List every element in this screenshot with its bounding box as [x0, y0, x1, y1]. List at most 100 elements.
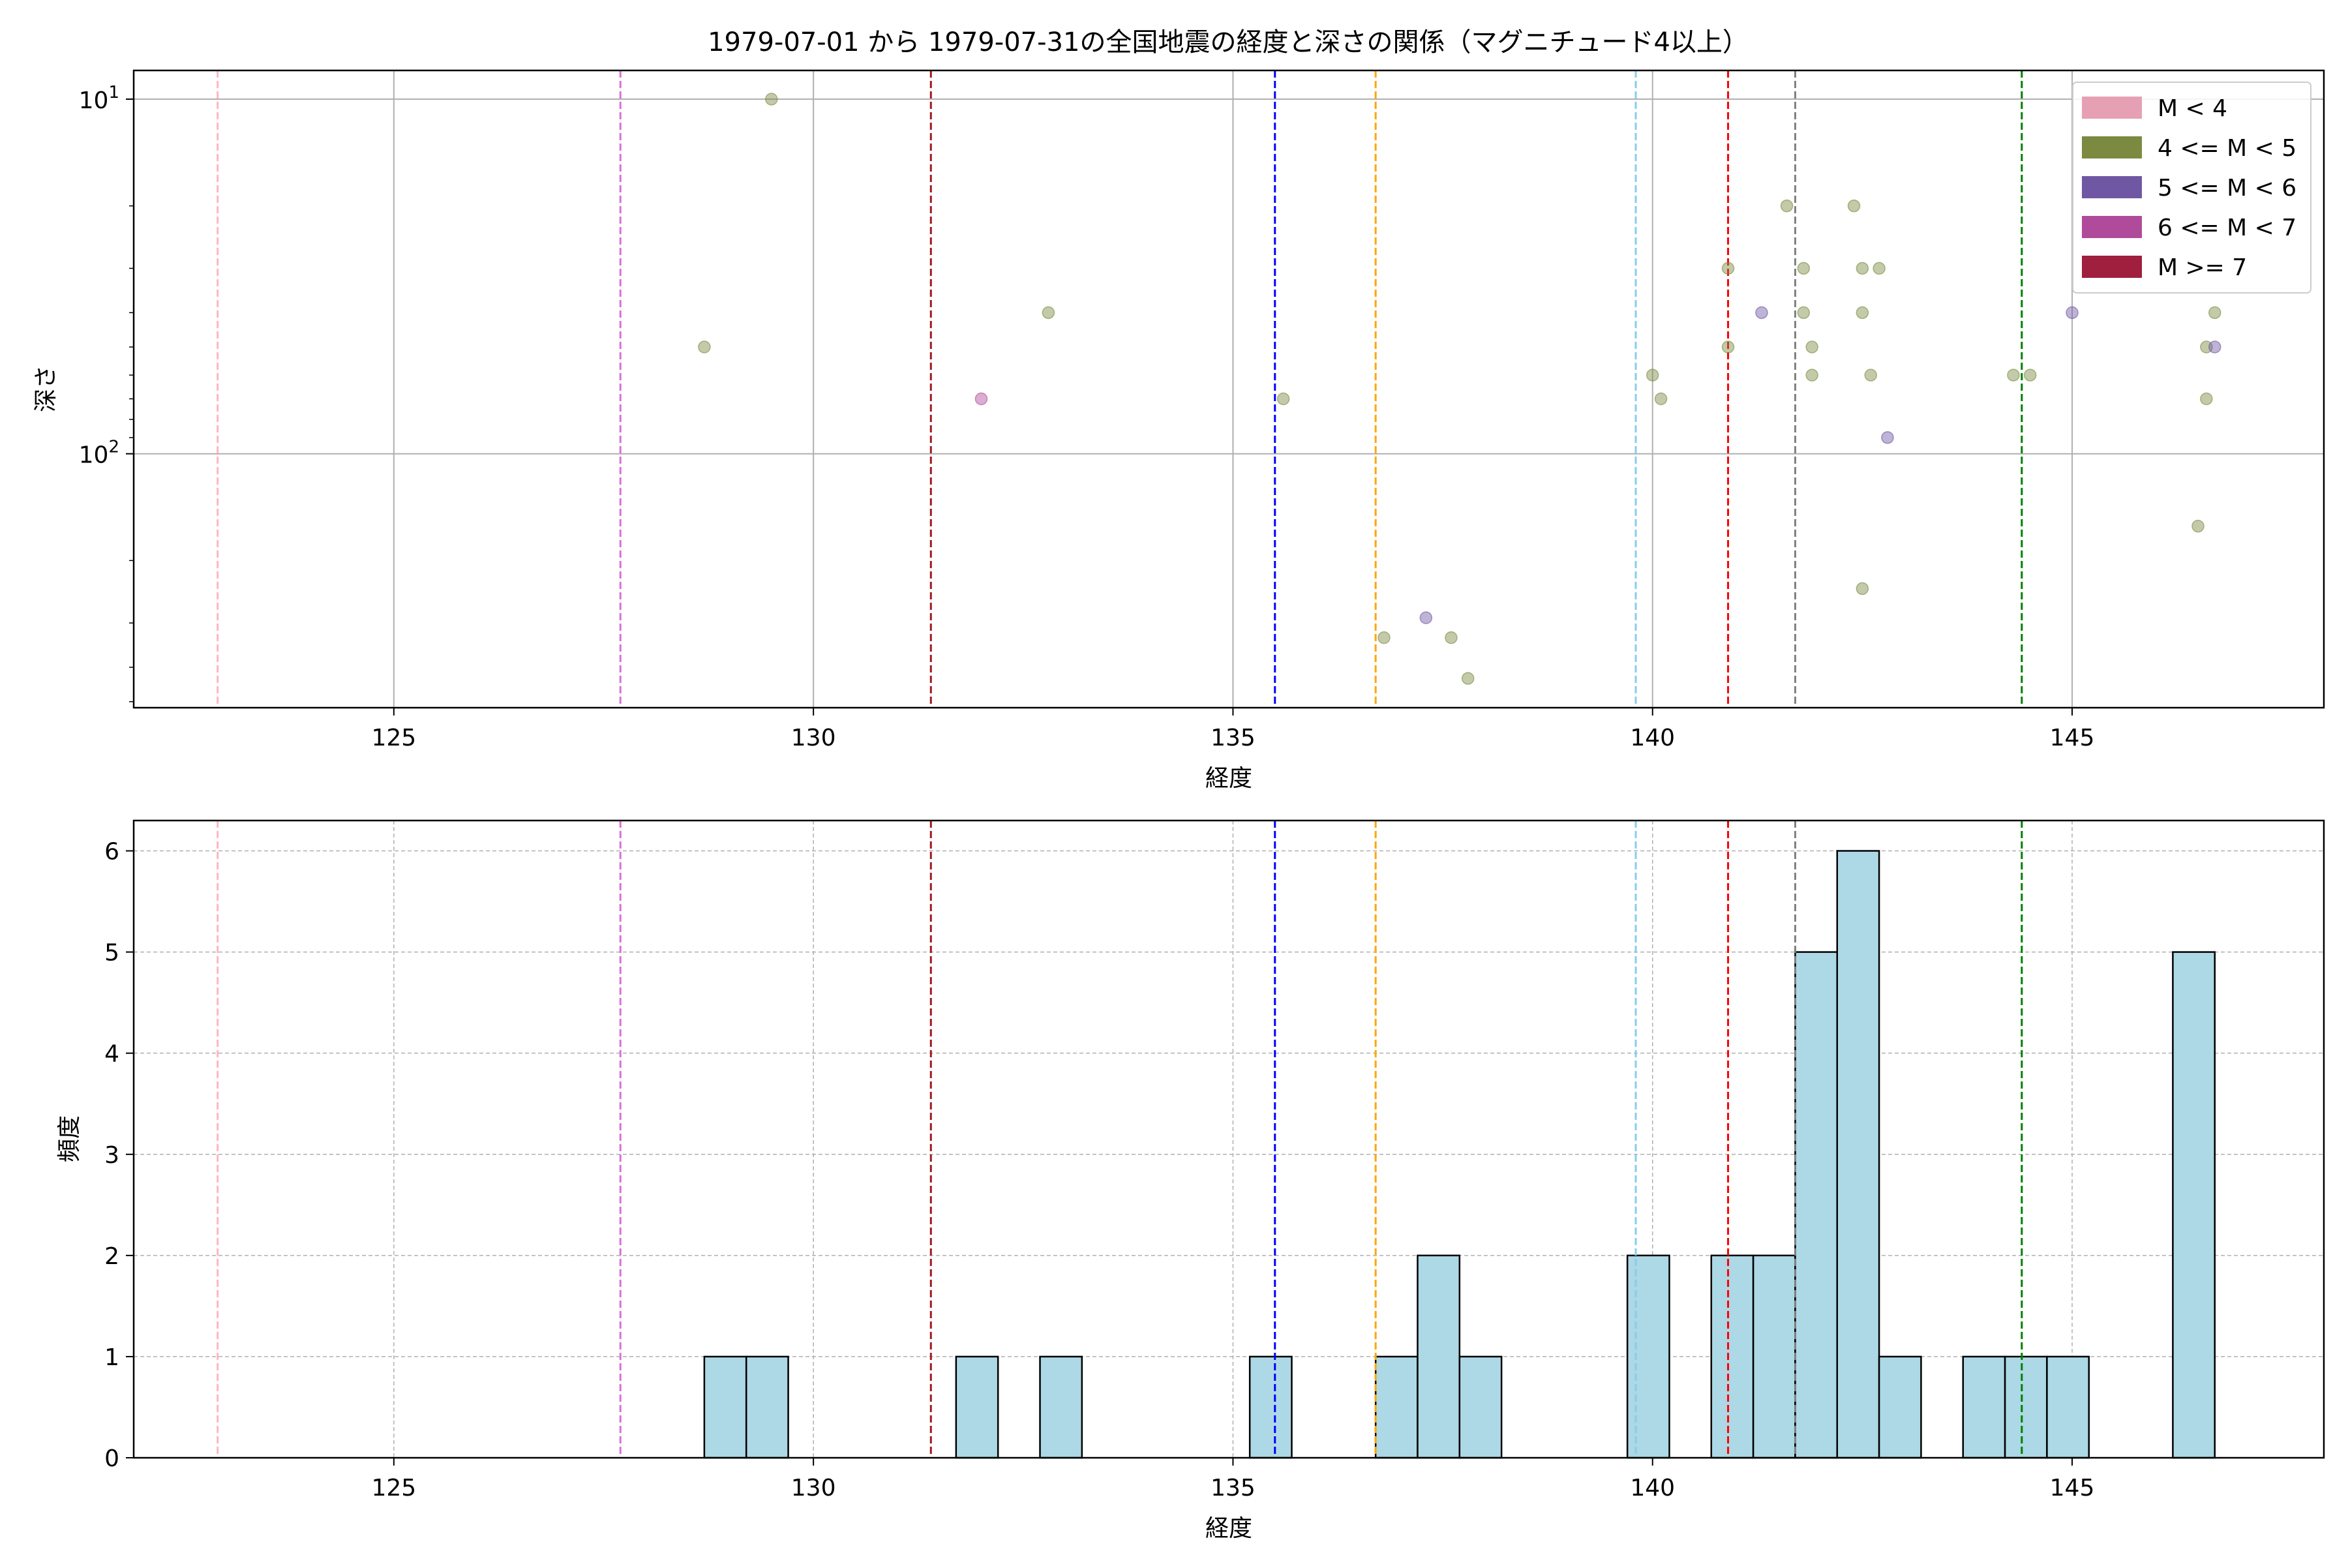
histogram-plot-frame	[132, 819, 2325, 1459]
scatter-point	[1864, 369, 1877, 382]
legend-label: 5 <= M < 6	[2158, 175, 2296, 202]
histogram-bar	[703, 1355, 747, 1459]
scatter-y-axis-label: 深さ	[33, 365, 59, 412]
histogram-y-tick-label: 0	[104, 1445, 119, 1472]
histogram-y-tick-label: 5	[104, 940, 119, 967]
scatter-point	[2066, 306, 2079, 320]
histogram-x-tick-label: 125	[371, 1475, 416, 1501]
histogram-y-axis-label: 頻度	[56, 1115, 83, 1162]
scatter-point	[1797, 306, 1811, 320]
histogram-x-tick-label: 140	[1630, 1475, 1675, 1501]
histogram-bar	[1458, 1355, 1503, 1459]
scatter-x-axis-label: 経度	[1205, 765, 1252, 792]
histogram-x-tick-label: 145	[2050, 1475, 2095, 1501]
scatter-point	[1276, 392, 1290, 406]
scatter-point	[1805, 340, 1818, 354]
scatter-point	[1873, 262, 1886, 275]
legend-swatch	[2082, 97, 2142, 119]
scatter-point	[1881, 431, 1894, 444]
scatter-reference-lines	[217, 70, 2023, 708]
scatter-grid	[134, 70, 2324, 708]
legend: M < 4 4 <= M < 5 5 <= M < 6 6 <= M < 7 M >= …	[2072, 82, 2311, 294]
scatter-point	[1646, 369, 1659, 382]
histogram-y-tick-label: 4	[104, 1041, 119, 1068]
scatter-x-tick-label: 145	[2050, 725, 2095, 751]
histogram-bar	[745, 1355, 789, 1459]
histogram-bar	[1374, 1355, 1419, 1459]
scatter-y-ticks: 101 102	[79, 83, 134, 702]
legend-swatch	[2082, 176, 2142, 198]
histogram-bar	[1962, 1355, 2006, 1459]
histogram-bar	[2046, 1355, 2090, 1459]
scatter-x-tick-label: 140	[1630, 725, 1675, 751]
histogram-bar	[1626, 1254, 1670, 1459]
scatter-points	[698, 93, 2221, 685]
histogram-bar	[2004, 1355, 2048, 1459]
scatter-point	[1721, 340, 1735, 354]
legend-label: M >= 7	[2158, 254, 2247, 281]
scatter-point	[1780, 199, 1794, 213]
legend-box	[2072, 82, 2311, 294]
scatter-y-tick-label: 102	[79, 438, 119, 469]
histogram-x-axis-label: 経度	[1205, 1515, 1252, 1542]
scatter-point	[1856, 306, 1869, 320]
scatter-point	[2007, 369, 2020, 382]
histogram-bar	[1417, 1254, 1461, 1459]
scatter-x-tick-label: 135	[1211, 725, 1256, 751]
legend-label: 6 <= M < 7	[2158, 215, 2296, 241]
histogram-bar	[1794, 951, 1839, 1459]
scatter-x-tick-label: 130	[791, 725, 836, 751]
scatter-point	[2208, 340, 2221, 354]
scatter-point	[765, 93, 778, 106]
histogram-x-ticks: 125 130 135 140 145	[371, 1458, 2094, 1501]
histogram-x-tick-label: 130	[791, 1475, 836, 1501]
histogram-y-tick-label: 6	[104, 839, 119, 866]
scatter-point	[1654, 392, 1668, 406]
scatter-point	[1377, 631, 1391, 644]
legend-label: M < 4	[2158, 95, 2227, 122]
scatter-point	[1461, 672, 1475, 685]
scatter-point	[1755, 306, 1768, 320]
histogram-x-tick-label: 135	[1211, 1475, 1256, 1501]
scatter-plot-frame	[132, 69, 2325, 709]
legend-swatch	[2082, 136, 2142, 158]
histogram-bar	[1710, 1254, 1754, 1459]
scatter-point	[1042, 306, 1055, 320]
scatter-point	[1797, 262, 1811, 275]
scatter-x-tick-label: 125	[371, 725, 416, 751]
scatter-x-ticks: 125 130 135 140 145	[371, 708, 2094, 751]
histogram-y-tick-label: 2	[104, 1243, 119, 1270]
legend-swatch	[2082, 256, 2142, 278]
scatter-point	[1856, 582, 1869, 596]
scatter-point	[2191, 519, 2205, 533]
histogram-y-tick-label: 1	[104, 1344, 119, 1371]
scatter-point	[974, 392, 988, 406]
scatter-point	[2023, 369, 2037, 382]
histogram-bar	[2172, 951, 2216, 1459]
histogram-y-ticks: 0 1 2 3 4 5 6	[104, 839, 134, 1472]
scatter-point	[1856, 262, 1869, 275]
histogram-bar	[1039, 1355, 1083, 1459]
scatter-point	[2200, 392, 2213, 406]
scatter-point	[1419, 611, 1433, 624]
histogram-y-tick-label: 3	[104, 1142, 119, 1169]
chart-title: 1979-07-01 から 1979-07-31の全国地震の経度と深さの関係（マ…	[708, 27, 1749, 57]
scatter-point	[2208, 306, 2221, 320]
scatter-point	[1721, 262, 1735, 275]
histogram-bar	[1878, 1355, 1922, 1459]
histogram-panel: 125 130 135 140 145 0 1 2 3 4 5 6 経度 頻度	[56, 819, 2325, 1542]
scatter-point	[1805, 369, 1818, 382]
histogram-bar	[955, 1355, 999, 1459]
scatter-point	[698, 340, 711, 354]
legend-swatch	[2082, 216, 2142, 238]
histogram-bar	[1752, 1254, 1796, 1459]
histogram-bar	[1248, 1355, 1293, 1459]
histogram-bar	[1836, 850, 1880, 1459]
histogram-reference-lines	[217, 821, 2023, 1458]
legend-label: 4 <= M < 5	[2158, 135, 2296, 162]
scatter-y-tick-label: 101	[79, 83, 119, 114]
scatter-panel: 125 130 135 140 145 101 102 経度 深さ M < 4 4 <= M…	[33, 69, 2325, 792]
